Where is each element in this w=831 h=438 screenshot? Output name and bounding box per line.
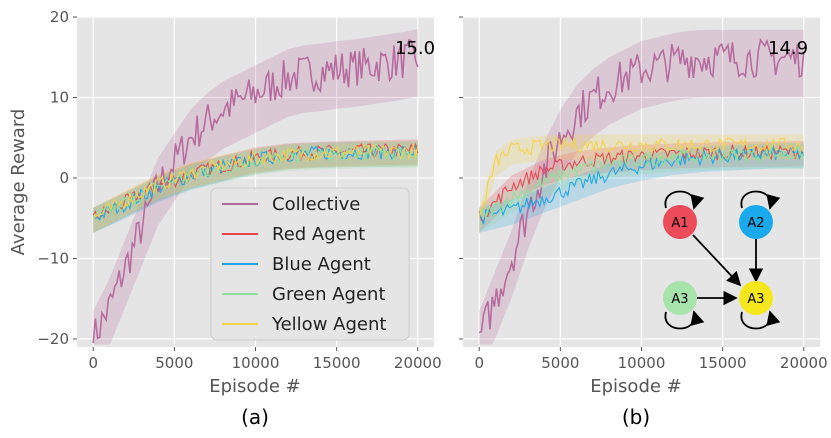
legend: Collective Red Agent Blue Agent Green Ag… (210, 187, 410, 341)
band-red-agent (479, 141, 804, 233)
y-tick-label--10: −10 (37, 249, 69, 267)
grid-b (463, 16, 820, 347)
line-yellow-agent (478, 137, 804, 218)
panel-a: 0 5000 10000 15000 20000 −20 −10 0 10 20 15.0 Ep… (8, 8, 442, 429)
x-ticks-b: 0 5000 10000 15000 20000 (474, 347, 828, 372)
x-tick-label-5000: 5000 (155, 354, 193, 372)
node-a3-green (663, 281, 697, 315)
legend-entry-blue: Blue Agent (272, 254, 371, 275)
node-a2 (739, 205, 773, 239)
final-value-a: 15.0 (395, 38, 435, 59)
x-tick-label-20000: 20000 (780, 354, 828, 372)
subfigure-label-b: (b) (622, 405, 650, 429)
line-collective (92, 38, 419, 344)
panel-b: 0 5000 10000 15000 20000 14.9 Episode # (b) … (459, 16, 828, 429)
x-tick-label-10000: 10000 (232, 354, 280, 372)
x-ticks-a: 0 5000 10000 15000 20000 (88, 347, 442, 372)
y-tick-label-20: 20 (50, 8, 69, 26)
variance-bands-a (93, 29, 418, 345)
node-a2-label: A2 (747, 216, 764, 231)
y-axis-label: Average Reward (8, 109, 29, 256)
legend-box (210, 187, 410, 341)
x-tick-label-5000: 5000 (541, 354, 579, 372)
x-axis-label-a: Episode # (209, 376, 301, 397)
line-red-agent (478, 143, 805, 222)
line-red-agent (92, 142, 419, 220)
line-green-agent (92, 144, 419, 219)
line-green-agent (478, 146, 805, 219)
x-tick-label-0: 0 (474, 354, 484, 372)
x-tick-label-15000: 15000 (699, 354, 747, 372)
band-blue-agent (93, 141, 418, 233)
y-ticks-b (459, 16, 463, 340)
y-tick-label-0: 0 (59, 169, 69, 187)
node-a3-green-label: A3 (671, 292, 688, 307)
node-a3-yellow (739, 281, 773, 315)
band-green-agent (479, 143, 804, 233)
legend-entry-green: Green Agent (272, 284, 386, 305)
y-ticks-a: −20 −10 0 10 20 (37, 8, 77, 348)
x-tick-label-0: 0 (88, 354, 98, 372)
band-yellow-agent (93, 141, 418, 233)
node-a3-yellow-label: A3 (747, 292, 764, 307)
band-green-agent (93, 142, 418, 233)
line-yellow-agent (92, 143, 419, 220)
x-tick-label-10000: 10000 (618, 354, 666, 372)
line-collective (478, 38, 805, 334)
self-loop-a3-green (664, 310, 705, 330)
node-a1 (663, 205, 697, 239)
band-collective (479, 29, 804, 345)
agent-graph: A1 A2 A3 A3 (663, 190, 781, 330)
node-a1-label: A1 (671, 216, 688, 231)
band-blue-agent (479, 143, 804, 233)
x-tick-label-20000: 20000 (394, 354, 442, 372)
self-loop-a2 (740, 190, 781, 210)
band-red-agent (93, 139, 418, 233)
x-axis-label-b: Episode # (590, 376, 682, 397)
series-lines-a (92, 38, 419, 344)
legend-entry-yellow: Yellow Agent (271, 314, 386, 335)
legend-entry-collective: Collective (272, 194, 360, 215)
self-loop-a3-yellow (740, 310, 781, 330)
y-tick-label-10: 10 (50, 88, 69, 106)
legend-entry-red: Red Agent (272, 224, 365, 245)
series-lines-b (478, 38, 805, 334)
band-collective (93, 29, 418, 345)
x-tick-label-15000: 15000 (313, 354, 361, 372)
subfigure-label-a: (a) (241, 405, 269, 429)
final-value-b: 14.9 (768, 38, 808, 59)
y-tick-label--20: −20 (37, 330, 69, 348)
edge-a1-to-a3 (692, 234, 742, 287)
self-loop-a1 (664, 190, 705, 210)
